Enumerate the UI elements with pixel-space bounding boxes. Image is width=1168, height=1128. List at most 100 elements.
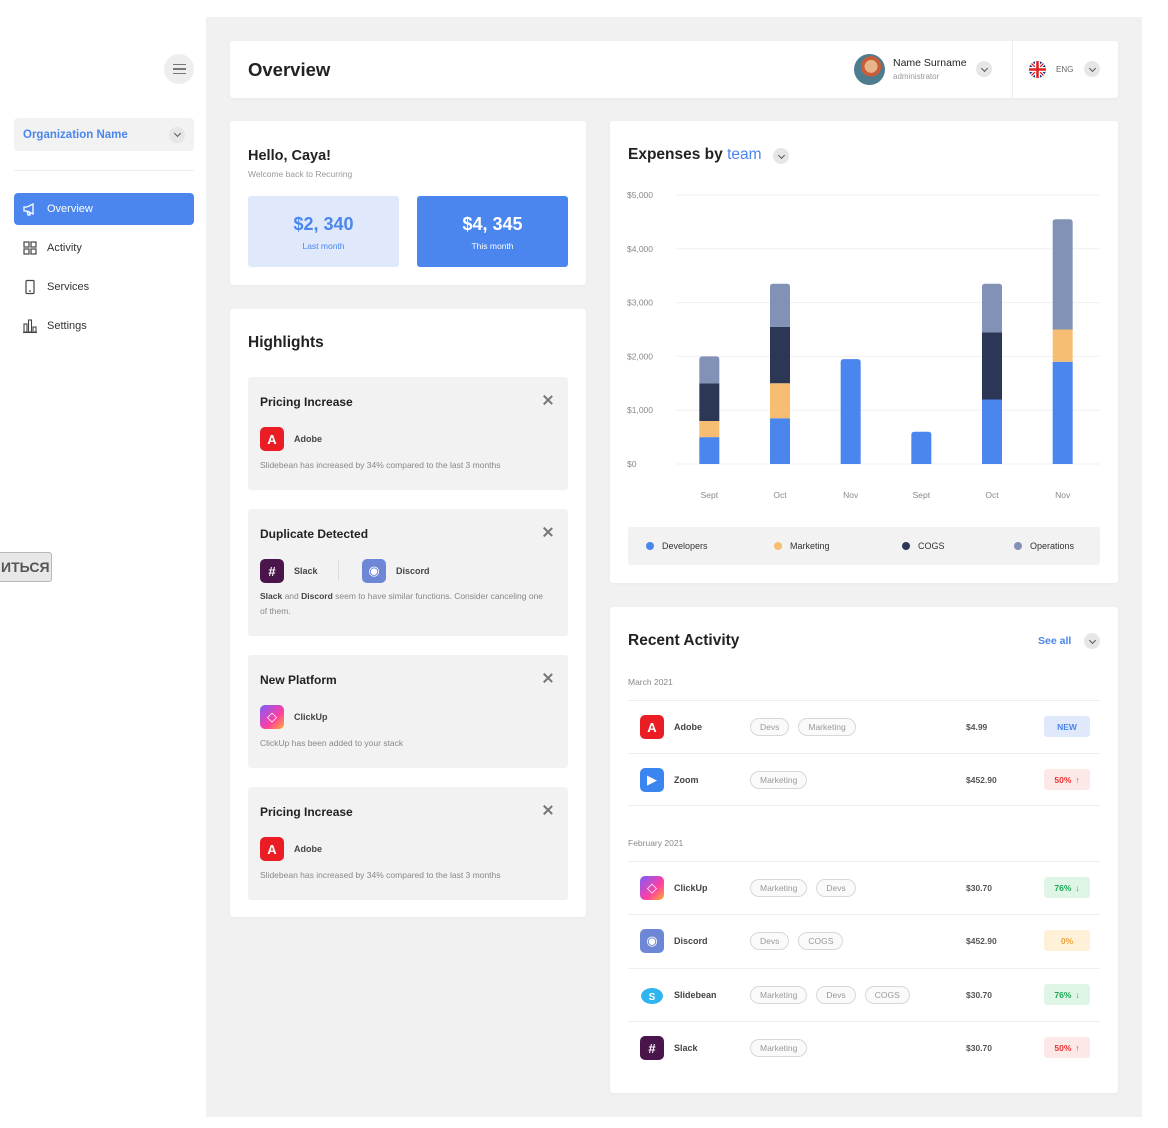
badge-text: 76% — [1054, 989, 1072, 1000]
sidebar-item-label: Overview — [47, 203, 93, 215]
y-tick-label: $5,000 — [627, 190, 653, 200]
see-all-chevron-icon[interactable] — [1084, 633, 1100, 649]
row-app: A Adobe — [640, 715, 702, 739]
month-label: February 2021 — [628, 838, 684, 848]
recent-activity-title: Recent Activity — [628, 632, 740, 649]
app-name: ClickUp — [674, 883, 708, 893]
x-tick-label: Nov — [1055, 490, 1071, 500]
highlight-title: Pricing Increase — [260, 395, 353, 409]
language-label: ENG — [1056, 65, 1074, 74]
tag: Devs — [816, 986, 856, 1004]
expenses-card: Expenses by team $5,000 $4,000 $3,000 $2,00… — [610, 121, 1118, 583]
legend-dot — [902, 542, 910, 550]
discord-icon: ◉ — [640, 929, 664, 953]
see-all-link[interactable]: See all — [1038, 635, 1072, 647]
app-name: ClickUp — [294, 712, 328, 722]
highlight-item: Pricing Increase A Adobe Slidebean has i… — [248, 377, 568, 490]
badge-text: 50% — [1054, 1042, 1072, 1053]
highlight-description: Slack and Discord seem to have similar f… — [260, 589, 550, 619]
table-row[interactable]: # Slack Marketing $30.70 50% ↑ — [628, 1021, 1100, 1074]
row-tags: Marketing Devs — [750, 879, 856, 897]
divider — [1012, 41, 1013, 98]
close-icon[interactable] — [542, 672, 554, 684]
last-month-stat: $2, 340 Last month — [248, 196, 399, 267]
menu-icon[interactable] — [164, 54, 194, 84]
organization-select[interactable]: Organization Name — [14, 118, 194, 151]
sidebar-item-activity[interactable]: Activity — [14, 232, 194, 264]
status-badge: 50% ↑ — [1044, 769, 1090, 790]
highlights-card: Highlights Pricing Increase A Adobe Slid… — [230, 309, 586, 917]
avatar[interactable] — [854, 54, 885, 85]
row-tags: Devs COGS — [750, 932, 844, 950]
bar-segment-cogs — [982, 332, 1002, 400]
tag: COGS — [798, 932, 844, 950]
row-price: $452.90 — [966, 775, 997, 785]
table-row[interactable]: ◉ Discord Devs COGS $452.90 0% — [628, 914, 1100, 967]
y-tick-label: $3,000 — [627, 298, 653, 308]
table-row[interactable]: A Adobe Devs Marketing $4.99 NEW — [628, 700, 1100, 753]
legend-dot — [1014, 542, 1022, 550]
highlight-app: A Adobe — [260, 837, 322, 861]
bar-segment-operations — [699, 356, 720, 384]
bar-segment-developers — [770, 418, 790, 464]
row-price: $30.70 — [966, 883, 992, 893]
sidebar-item-overview[interactable]: Overview — [14, 193, 194, 225]
slack-icon: # — [260, 559, 284, 583]
highlight-title: Duplicate Detected — [260, 527, 369, 541]
sidebar-item-label: Activity — [47, 242, 82, 254]
close-icon[interactable] — [542, 804, 554, 816]
row-price: $452.90 — [966, 936, 997, 946]
legend-item-operations: Operations — [1014, 541, 1074, 551]
tag: Marketing — [750, 879, 808, 897]
tag: COGS — [864, 986, 910, 1004]
badge-text: 0% — [1060, 935, 1074, 946]
desc-mid: and — [282, 591, 302, 601]
language-chevron-icon[interactable] — [1084, 61, 1100, 77]
svg-text:S: S — [649, 992, 656, 1003]
sidebar-item-services[interactable]: Services — [14, 271, 194, 303]
adobe-icon: A — [260, 427, 284, 451]
adobe-icon: A — [640, 715, 664, 739]
bar-segment-operations — [982, 283, 1002, 333]
table-row[interactable]: ▶ Zoom Marketing $452.90 50% ↑ — [628, 753, 1100, 806]
legend-dot — [774, 542, 782, 550]
table-row[interactable]: S Slidebean Marketing Devs COGS $30.70 76… — [628, 968, 1100, 1021]
row-price: $30.70 — [966, 1043, 992, 1053]
expenses-title: Expenses by team — [628, 146, 762, 164]
user-name: Name Surname — [893, 57, 967, 69]
recent-activity-card: Recent Activity See all March 2021 A Adob… — [610, 607, 1118, 1093]
row-price: $30.70 — [966, 990, 992, 1000]
highlight-description: Slidebean has increased by 34% compared … — [260, 460, 501, 470]
legend-label: Operations — [1030, 541, 1075, 551]
highlight-item: Pricing Increase A Adobe Slidebean has i… — [248, 787, 568, 900]
top-bar: Overview Name Surname administrator ENG — [230, 41, 1118, 98]
grid-icon — [23, 241, 37, 255]
app-name: Slack — [294, 566, 318, 576]
highlights-title: Highlights — [248, 334, 324, 351]
close-icon[interactable] — [542, 526, 554, 538]
arrow-down-icon: ↓ — [1075, 882, 1080, 893]
uk-flag-icon — [1029, 61, 1046, 78]
legend-label: Developers — [662, 541, 708, 551]
last-month-value: $2, 340 — [293, 214, 354, 234]
row-price: $4.99 — [966, 722, 988, 732]
sidebar-item-settings[interactable]: Settings — [14, 310, 194, 342]
partial-button[interactable]: ИТЬСЯ — [0, 552, 52, 582]
user-menu-chevron-icon[interactable] — [976, 61, 992, 77]
close-icon[interactable] — [542, 394, 554, 406]
app-name: Adobe — [294, 844, 322, 854]
table-row[interactable]: ◇ ClickUp Marketing Devs $30.70 76% ↓ — [628, 861, 1100, 914]
bar-segment-marketing — [770, 383, 790, 419]
slidebean-icon: S — [640, 983, 664, 1007]
highlight-app: A Adobe — [260, 427, 322, 451]
y-tick-label: $1,000 — [627, 405, 653, 415]
legend-item-developers: Developers — [646, 541, 708, 551]
tag: Devs — [750, 932, 790, 950]
app-name: Adobe — [294, 434, 322, 444]
row-app: # Slack — [640, 1036, 698, 1060]
sidebar-item-label: Settings — [47, 320, 87, 332]
expenses-title-accent[interactable]: team — [727, 146, 762, 163]
team-chevron-icon[interactable] — [773, 148, 789, 164]
this-month-label: This month — [471, 241, 514, 251]
app-name: Discord — [396, 566, 430, 576]
